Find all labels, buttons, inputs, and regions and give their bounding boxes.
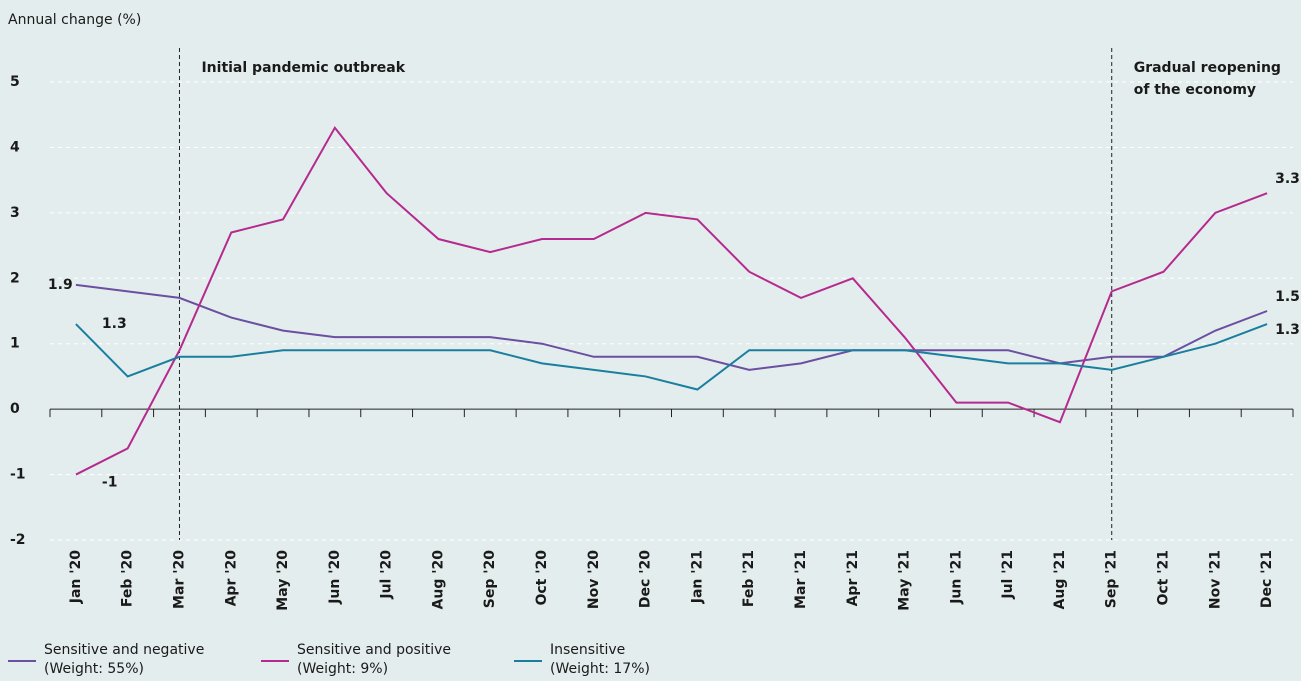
x-tick-label: Dec '21 [1259, 550, 1275, 608]
x-tick-label: Jan '20 [68, 550, 84, 605]
data-label: 1.3 [1275, 322, 1300, 338]
x-tick-label: Feb '20 [120, 550, 136, 607]
x-tick-label: Apr '21 [845, 550, 861, 606]
legend-note: (Weight: 55%) [44, 661, 144, 677]
y-tick-label: 1 [10, 336, 20, 352]
x-tick-label: Nov '21 [1207, 550, 1223, 609]
x-tick-label: May '21 [897, 550, 913, 611]
y-tick-label: 3 [10, 205, 20, 221]
y-axis-label: Annual change (%) [8, 12, 141, 28]
x-tick-label: Mar '20 [171, 550, 187, 609]
annotation: Initial pandemic outbreak [201, 60, 405, 76]
data-label: 3.3 [1275, 171, 1300, 187]
x-tick-label: Jun '20 [327, 550, 343, 605]
legend-note: (Weight: 9%) [297, 661, 388, 677]
x-tick-label: Oct '21 [1156, 550, 1172, 606]
y-tick-label: 4 [10, 139, 20, 155]
data-label: 1.5 [1275, 289, 1300, 305]
x-tick-label: Jun '21 [948, 550, 964, 605]
y-tick-label: 0 [10, 401, 20, 417]
annotation: Gradual reopening [1134, 60, 1281, 76]
y-tick-label: 5 [10, 74, 20, 90]
x-tick-label: May '20 [275, 550, 291, 611]
x-tick-label: Feb '21 [741, 550, 757, 607]
annotation: of the economy [1134, 82, 1256, 98]
x-tick-label: Nov '20 [586, 550, 602, 609]
data-label: 1.3 [102, 316, 127, 332]
x-tick-label: Oct '20 [534, 550, 550, 606]
x-tick-label: Mar '21 [793, 550, 809, 609]
data-label: -1 [102, 475, 118, 491]
series-line [75, 283, 1268, 371]
y-tick-label: -2 [10, 532, 26, 548]
x-tick-label: Aug '20 [430, 550, 446, 610]
x-tick-label: Sep '20 [482, 550, 498, 609]
legend-label: Insensitive [550, 642, 625, 658]
x-tick-label: Apr '20 [223, 550, 239, 607]
x-tick-label: Jul '20 [379, 550, 395, 600]
data-label: 1.9 [48, 277, 73, 293]
legend-label: Sensitive and positive [297, 642, 451, 658]
legend-label: Sensitive and negative [44, 642, 204, 658]
x-tick-label: Aug '21 [1052, 550, 1068, 609]
series-line [75, 126, 1268, 476]
series-line [75, 323, 1268, 391]
y-tick-label: -1 [10, 467, 26, 483]
legend-note: (Weight: 17%) [550, 661, 650, 677]
x-tick-label: Sep '21 [1104, 550, 1120, 608]
y-tick-label: 2 [10, 270, 20, 286]
x-tick-label: Jul '21 [1000, 550, 1016, 600]
x-tick-label: Jan '21 [689, 550, 705, 604]
x-tick-label: Dec '20 [638, 550, 654, 608]
